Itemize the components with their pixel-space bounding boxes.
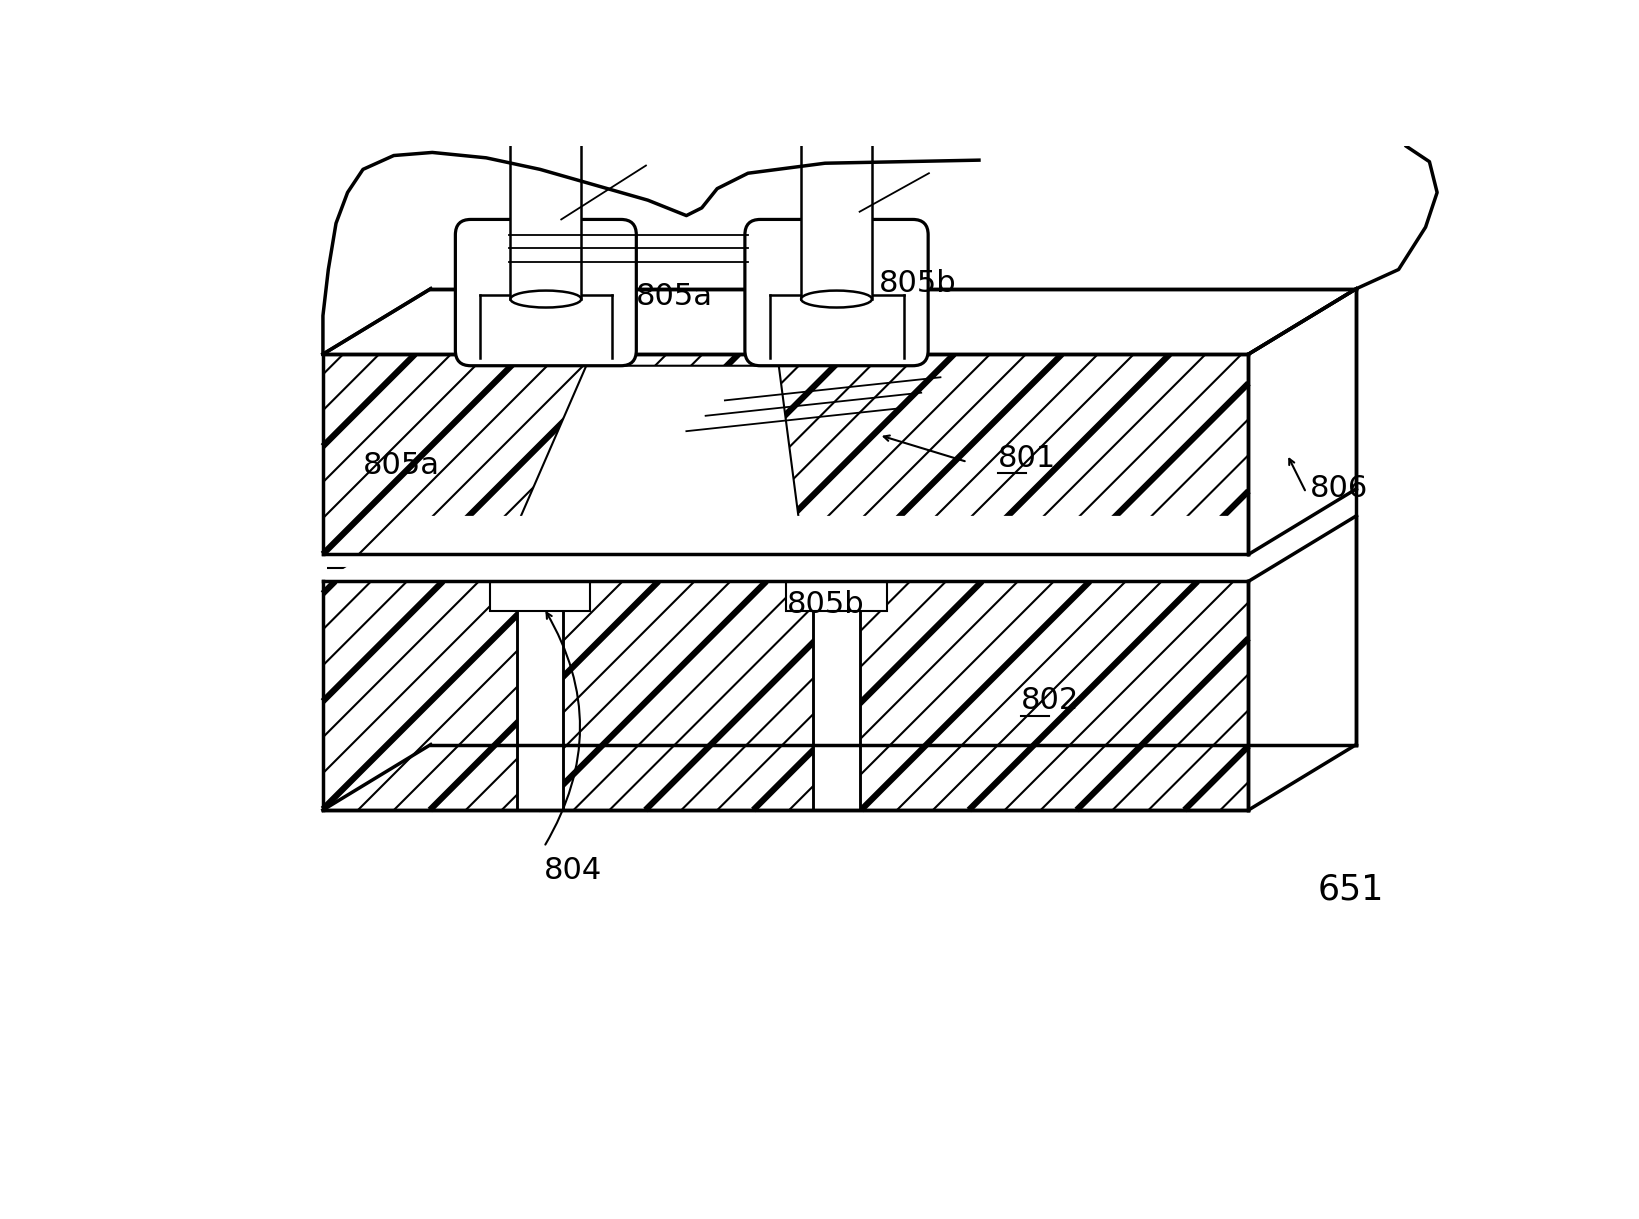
Polygon shape	[323, 516, 1357, 581]
Ellipse shape	[801, 290, 872, 307]
Text: 805a: 805a	[362, 451, 439, 480]
Text: 805a: 805a	[636, 282, 713, 311]
Bar	[490, 525, 590, 555]
Text: 804: 804	[544, 856, 602, 885]
Bar	[787, 525, 887, 555]
Bar	[516, 555, 564, 809]
Bar	[490, 581, 590, 611]
Bar	[787, 581, 887, 611]
Polygon shape	[323, 581, 1249, 809]
Bar	[813, 555, 859, 809]
Text: 801: 801	[998, 444, 1057, 473]
FancyBboxPatch shape	[456, 219, 636, 366]
Text: 806: 806	[1310, 474, 1369, 503]
Bar	[770, 295, 903, 358]
FancyBboxPatch shape	[744, 219, 928, 366]
Polygon shape	[323, 355, 1249, 555]
Polygon shape	[510, 366, 801, 542]
Polygon shape	[323, 289, 1357, 355]
Polygon shape	[1249, 516, 1357, 809]
Text: 802: 802	[1021, 686, 1080, 716]
Bar	[510, 130, 582, 299]
Text: 805b: 805b	[879, 269, 957, 297]
Ellipse shape	[801, 122, 872, 139]
Text: 651: 651	[1318, 873, 1385, 907]
Text: 805b: 805b	[787, 590, 864, 619]
Bar	[801, 130, 872, 299]
Polygon shape	[1249, 289, 1357, 555]
Ellipse shape	[510, 122, 582, 139]
Bar	[480, 295, 611, 358]
Ellipse shape	[510, 290, 582, 307]
